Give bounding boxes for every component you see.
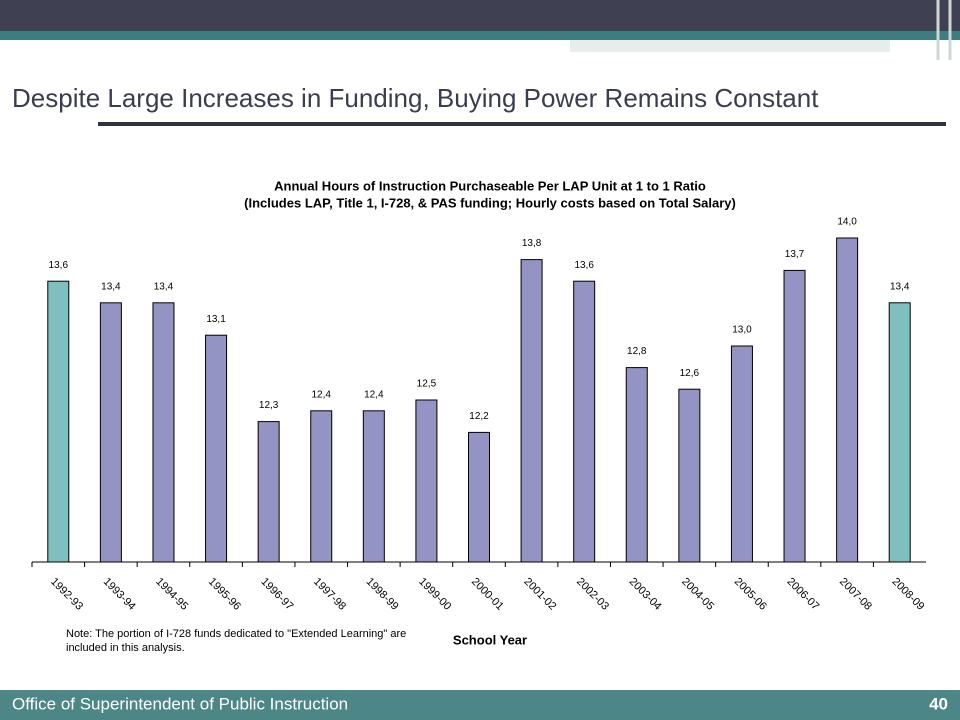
data-label: 12,4 [312, 389, 332, 400]
bar [625, 367, 648, 563]
x-tick-label: 1999-00 [416, 576, 453, 613]
x-tick-label: 1994-95 [153, 576, 190, 613]
x-tick-label: 2001-02 [521, 576, 558, 613]
bar [152, 302, 175, 563]
data-label: 13,1 [206, 314, 226, 325]
bar [573, 280, 596, 563]
data-label: 12,8 [627, 346, 647, 357]
x-tick-label: 2006-07 [784, 576, 821, 613]
bar [678, 388, 701, 563]
bar [783, 269, 806, 563]
x-tick-label: 1997-98 [311, 576, 348, 613]
data-label: 13,4 [154, 281, 174, 292]
x-axis-label: School Year [453, 632, 527, 647]
slide-title: Despite Large Increases in Funding, Buyi… [12, 83, 819, 113]
bar [468, 431, 490, 563]
data-label: 13,0 [732, 325, 752, 336]
x-tick-label: 2005-06 [732, 576, 769, 613]
bar [520, 259, 543, 563]
title-rule [98, 122, 946, 126]
bar [99, 302, 122, 563]
data-label: 12,2 [469, 411, 489, 422]
x-tick-label: 1998-99 [364, 576, 401, 613]
chart-subtitle: (Includes LAP, Title 1, I-728, & PAS fun… [244, 195, 736, 210]
data-label: 13,6 [574, 260, 594, 271]
decor [570, 40, 890, 52]
x-tick-label: 1995-96 [206, 576, 243, 613]
x-tick-label: 2008-09 [890, 576, 927, 613]
footer-band [0, 690, 960, 720]
data-label: 13,8 [522, 238, 542, 249]
x-tick-label: 1992-93 [48, 576, 85, 613]
data-label: 13,6 [49, 260, 69, 271]
bar [415, 399, 438, 563]
bar [310, 410, 333, 563]
x-tick-label: 1996-97 [258, 576, 295, 613]
bar [47, 280, 70, 563]
note: Note: The portion of I-728 funds dedicat… [66, 628, 407, 654]
bar [205, 334, 228, 563]
x-tick-label: 2000-01 [469, 576, 506, 613]
top-band [0, 0, 960, 31]
x-tick-label: 2003-04 [627, 576, 664, 613]
data-label: 12,3 [259, 400, 279, 411]
data-label: 13,4 [101, 281, 121, 292]
data-label: 12,4 [364, 389, 384, 400]
chart-title: Annual Hours of Instruction Purchaseable… [274, 178, 706, 193]
data-label: 12,6 [680, 368, 700, 379]
data-label: 12,5 [417, 379, 437, 390]
x-tick-label: 2002-03 [574, 576, 611, 613]
x-tick-label: 2007-08 [837, 576, 874, 613]
top-strip [0, 31, 960, 40]
page-number: 40 [929, 694, 948, 713]
bar [888, 302, 911, 563]
data-label: 14,0 [837, 217, 857, 228]
data-label: 13,4 [890, 281, 910, 292]
footer-org: Office of Superintendent of Public Instr… [12, 694, 348, 713]
bar [362, 410, 385, 563]
bar [730, 345, 753, 563]
x-tick-label: 1993-94 [101, 576, 138, 613]
data-label: 13,7 [785, 249, 805, 260]
bar [836, 237, 859, 563]
bar [257, 421, 280, 563]
x-tick-label: 2004-05 [679, 576, 716, 613]
